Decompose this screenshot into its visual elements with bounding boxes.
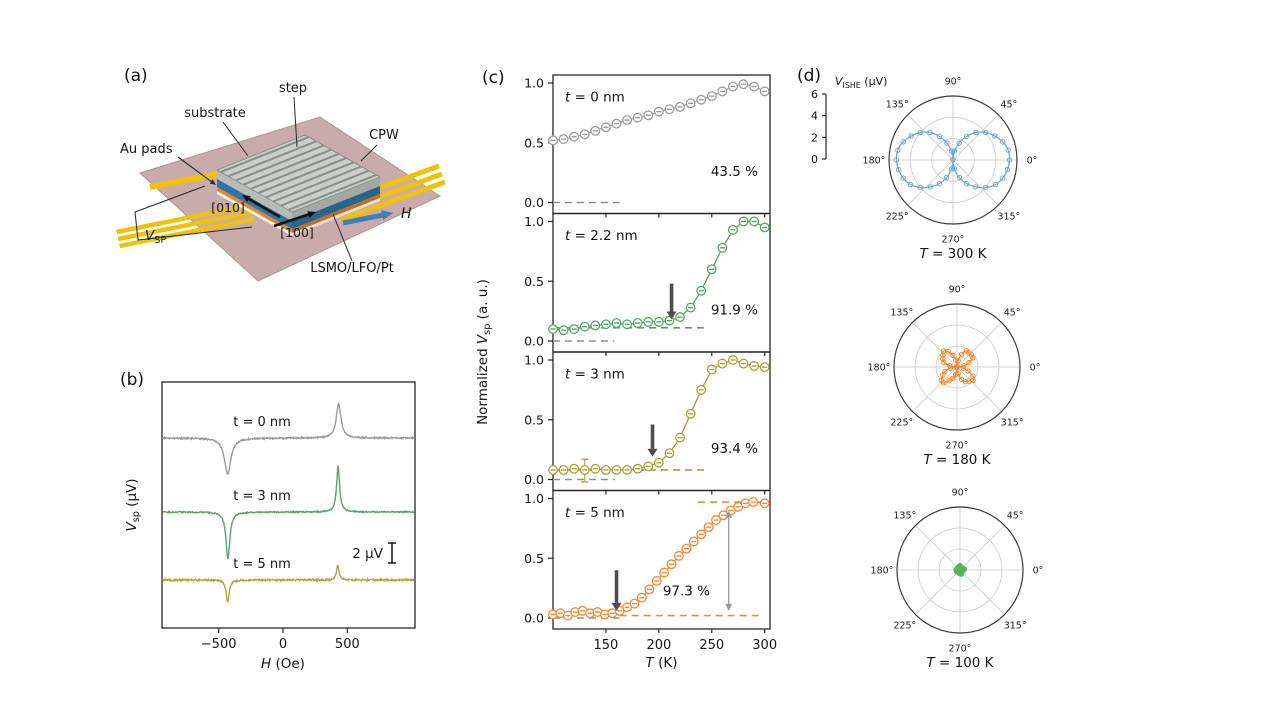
panel-c-subplot: 0.0 0.5 1.0 150 200 250 300 t = 5 nm 97.3 % bbox=[524, 489, 777, 653]
svg-text:2 μV: 2 μV bbox=[352, 546, 383, 562]
svg-text:500: 500 bbox=[335, 637, 360, 652]
svg-text:step: step bbox=[279, 81, 307, 96]
panel-c-subplot: 0.0 0.5 1.0 t = 3 nm 93.4 % bbox=[524, 351, 771, 495]
device-stack bbox=[216, 134, 381, 236]
panel-a-device-schematic: substrate step CPW Au pads VSP [010] [100] H LSM… bbox=[116, 81, 446, 282]
svg-text:180°: 180° bbox=[863, 156, 886, 167]
svg-text:T = 100 K: T = 100 K bbox=[926, 655, 994, 671]
svg-text:225°: 225° bbox=[890, 418, 913, 429]
svg-text:4: 4 bbox=[811, 110, 818, 123]
svg-text:0: 0 bbox=[811, 153, 818, 166]
svg-text:0°: 0° bbox=[1027, 156, 1038, 167]
svg-text:t = 5 nm: t = 5 nm bbox=[233, 557, 291, 572]
svg-text:315°: 315° bbox=[1001, 418, 1024, 429]
svg-text:135°: 135° bbox=[893, 510, 916, 521]
svg-text:45°: 45° bbox=[1004, 307, 1021, 318]
svg-text:t = 3 nm: t = 3 nm bbox=[565, 366, 625, 382]
svg-text:1.0: 1.0 bbox=[524, 491, 544, 506]
svg-text:T (K): T (K) bbox=[646, 655, 678, 671]
svg-text:H: H bbox=[401, 206, 412, 222]
svg-text:VISHE (μV): VISHE (μV) bbox=[835, 75, 887, 90]
svg-text:Au pads: Au pads bbox=[120, 142, 173, 157]
svg-text:135°: 135° bbox=[886, 100, 909, 111]
svg-text:CPW: CPW bbox=[369, 128, 399, 143]
svg-text:VSP: VSP bbox=[145, 228, 166, 246]
polar-curve bbox=[895, 131, 1011, 189]
svg-text:180°: 180° bbox=[871, 566, 894, 577]
svg-text:300: 300 bbox=[752, 638, 777, 653]
svg-text:−500: −500 bbox=[201, 637, 237, 652]
svg-text:t = 3 nm: t = 3 nm bbox=[233, 489, 291, 504]
svg-text:200: 200 bbox=[646, 638, 671, 653]
svg-text:2: 2 bbox=[811, 131, 818, 144]
svg-text:T = 180 K: T = 180 K bbox=[923, 452, 991, 468]
svg-text:0.0: 0.0 bbox=[524, 334, 544, 349]
svg-text:91.9 %: 91.9 % bbox=[711, 303, 758, 319]
svg-text:1.0: 1.0 bbox=[524, 76, 544, 91]
svg-text:180°: 180° bbox=[868, 363, 891, 374]
svg-text:315°: 315° bbox=[1004, 621, 1027, 632]
svg-text:93.4 %: 93.4 % bbox=[711, 441, 758, 457]
svg-text:t = 2.2 nm: t = 2.2 nm bbox=[565, 228, 638, 244]
svg-text:225°: 225° bbox=[893, 621, 916, 632]
svg-text:97.3 %: 97.3 % bbox=[663, 583, 710, 599]
svg-text:t = 0 nm: t = 0 nm bbox=[233, 415, 291, 430]
panel-b-vsp-vs-field-chart: −500 0 500 H (Oe) Vsp (μV) t = 0 nm t = 3 nm t … bbox=[124, 381, 416, 672]
svg-text:t = 0 nm: t = 0 nm bbox=[565, 89, 625, 105]
svg-text:250: 250 bbox=[699, 638, 724, 653]
svg-text:1.0: 1.0 bbox=[524, 353, 544, 368]
svg-text:Vsp (μV): Vsp (μV) bbox=[124, 478, 142, 531]
svg-text:0°: 0° bbox=[1030, 363, 1041, 374]
svg-text:6: 6 bbox=[811, 88, 818, 101]
panel-c-subplot: 0.0 0.5 1.0 t = 2.2 nm 91.9 % bbox=[524, 212, 771, 356]
svg-text:135°: 135° bbox=[890, 307, 913, 318]
panel-c-label: (c) bbox=[482, 68, 505, 88]
svg-text:225°: 225° bbox=[886, 211, 909, 222]
svg-text:270°: 270° bbox=[946, 441, 969, 452]
svg-text:45°: 45° bbox=[1007, 510, 1024, 521]
svg-text:315°: 315° bbox=[997, 211, 1020, 222]
svg-text:0.5: 0.5 bbox=[524, 551, 544, 566]
svg-text:T = 300 K: T = 300 K bbox=[919, 246, 987, 262]
panel-d-label: (d) bbox=[797, 66, 822, 86]
svg-text:0.0: 0.0 bbox=[524, 195, 544, 210]
svg-text:t = 5 nm: t = 5 nm bbox=[565, 505, 625, 521]
svg-text:0°: 0° bbox=[1033, 566, 1044, 577]
svg-text:270°: 270° bbox=[949, 644, 972, 655]
polar-plot: 0° 45° 90° 135° 180° 225° 270° 315° T = 100 K bbox=[871, 488, 1044, 672]
svg-text:0.0: 0.0 bbox=[524, 472, 544, 487]
svg-text:[010]: [010] bbox=[211, 200, 245, 215]
panel-d-vishe-polar-charts: VISHE (μV) 6 4 2 0 0° 45° 90° 135° 180° 225° 270° 31… bbox=[811, 75, 1044, 672]
panel-b-label: (b) bbox=[120, 370, 145, 390]
svg-text:LSMO/LFO/Pt: LSMO/LFO/Pt bbox=[310, 261, 394, 276]
svg-text:Normalized Vsp (a. u.): Normalized Vsp (a. u.) bbox=[475, 279, 493, 425]
panel-c-normalized-vsp-vs-temperature-chart: 0.0 0.5 1.0 t = 0 nm 43.5 % 0.0 0.5 1.0 t = 2.2 … bbox=[475, 74, 777, 671]
svg-text:0.5: 0.5 bbox=[524, 412, 544, 427]
panel-a-label: (a) bbox=[124, 66, 148, 86]
svg-text:0.0: 0.0 bbox=[524, 611, 544, 626]
panel-b-curve bbox=[161, 564, 415, 604]
svg-text:0.5: 0.5 bbox=[524, 274, 544, 289]
svg-text:1.0: 1.0 bbox=[524, 214, 544, 229]
polar-plot: 0° 45° 90° 135° 180° 225° 270° 315° T = 180 K bbox=[868, 285, 1041, 469]
svg-text:45°: 45° bbox=[1000, 100, 1017, 111]
panel-c-subplot: 0.0 0.5 1.0 t = 0 nm 43.5 % bbox=[524, 74, 771, 218]
svg-text:43.5 %: 43.5 % bbox=[711, 164, 758, 180]
svg-text:90°: 90° bbox=[952, 488, 969, 499]
panel-b-curve bbox=[161, 401, 415, 475]
svg-text:270°: 270° bbox=[942, 235, 965, 246]
panel-b-curve bbox=[162, 465, 415, 560]
svg-text:90°: 90° bbox=[945, 77, 962, 88]
svg-text:[100]: [100] bbox=[280, 225, 314, 240]
svg-text:150: 150 bbox=[594, 638, 619, 653]
svg-text:0.5: 0.5 bbox=[524, 135, 544, 150]
svg-text:90°: 90° bbox=[949, 285, 966, 296]
polar-plot: 0° 45° 90° 135° 180° 225° 270° 315° T = 300 K bbox=[863, 77, 1038, 263]
svg-text:substrate: substrate bbox=[184, 106, 246, 121]
svg-text:H (Oe): H (Oe) bbox=[261, 656, 305, 672]
svg-text:0: 0 bbox=[279, 637, 287, 652]
